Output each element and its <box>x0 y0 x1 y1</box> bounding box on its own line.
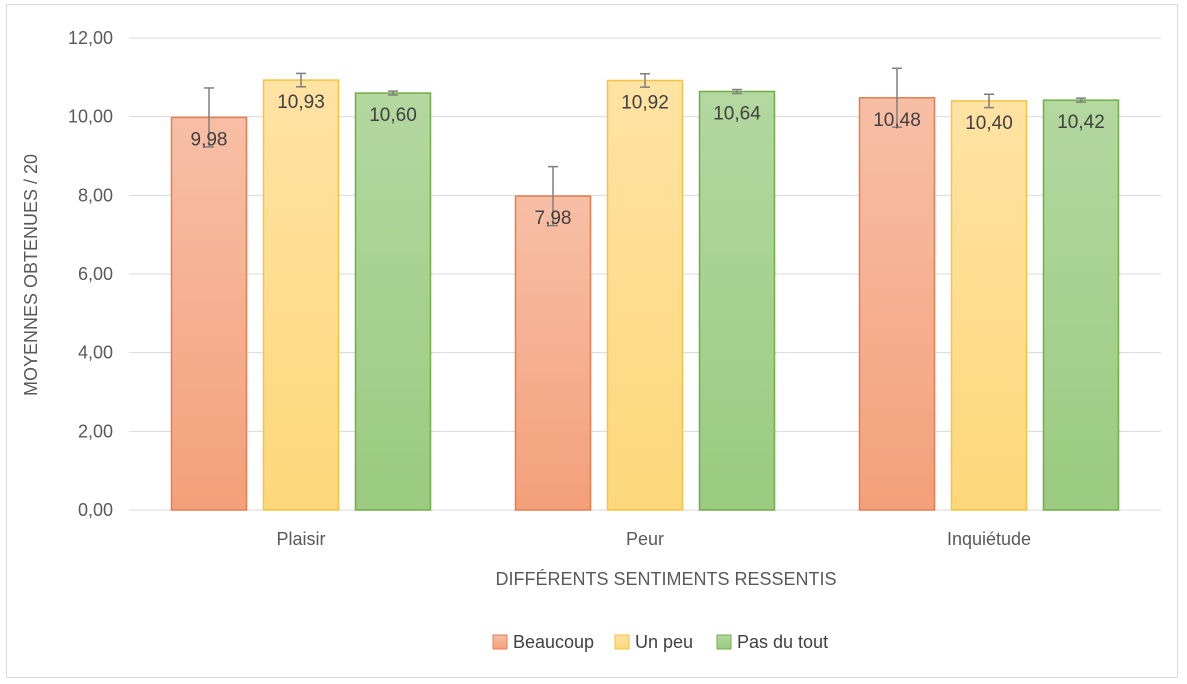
bar-un-peu-peur <box>606 79 684 511</box>
error-bar <box>296 72 306 88</box>
y-tick-label: 0,00 <box>78 500 113 520</box>
legend-item-un-peu: Un peu <box>614 632 693 652</box>
y-tick-label: 4,00 <box>78 343 113 363</box>
data-labels: 9,98 10,93 10,60 7,98 10,92 10,64 10,48 10,40 10… <box>191 92 1105 229</box>
error-bar <box>388 90 398 96</box>
legend-swatch <box>716 634 732 650</box>
error-bar <box>204 87 214 148</box>
legend-label: Beaucoup <box>513 632 594 652</box>
y-tick-label: 12,00 <box>68 28 113 48</box>
legend-label: Pas du tout <box>737 632 828 652</box>
y-tick-label: 6,00 <box>78 264 113 284</box>
bar-un-peu-inquiétude <box>950 100 1028 511</box>
category-label: Peur <box>626 529 664 549</box>
data-label: 9,98 <box>191 129 228 150</box>
bar-pas-du-tout-inquiétude <box>1042 99 1120 511</box>
error-bar <box>732 88 742 95</box>
bars <box>170 79 1120 511</box>
bar-beaucoup-plaisir <box>170 116 248 511</box>
data-label: 10,93 <box>277 92 325 113</box>
bar-pas-du-tout-plaisir <box>354 92 432 511</box>
legend-item-pas-du-tout: Pas du tout <box>716 632 828 652</box>
data-label: 10,48 <box>873 110 921 131</box>
error-bar <box>640 73 650 88</box>
error-bar <box>892 67 902 129</box>
y-axis-title: MOYENNES OBTENUES / 20 <box>21 154 41 396</box>
legend-item-beaucoup: Beaucoup <box>492 632 594 652</box>
error-bar <box>548 165 558 227</box>
x-axis-title: DIFFÉRENTS SENTIMENTS RESSENTIS <box>495 569 836 589</box>
y-tick-label: 2,00 <box>78 421 113 441</box>
data-label: 10,40 <box>965 113 1013 134</box>
error-bars <box>204 67 1086 227</box>
category-labels: Plaisir Peur Inquiétude <box>276 529 1031 549</box>
bar-beaucoup-peur <box>514 195 592 511</box>
category-label: Inquiétude <box>947 529 1031 549</box>
chart-frame: 0,00 2,00 4,00 6,00 8,00 10,00 12,00 9,98 10,93… <box>6 4 1178 678</box>
data-label: 10,92 <box>621 92 669 113</box>
data-label: 7,98 <box>535 208 572 229</box>
y-tick-labels: 0,00 2,00 4,00 6,00 8,00 10,00 12,00 <box>68 28 113 520</box>
bar-beaucoup-inquiétude <box>858 97 936 511</box>
legend-swatch <box>614 634 630 650</box>
legend-swatch <box>492 634 508 650</box>
error-bar <box>984 93 994 109</box>
legend: Beaucoup Un peu Pas du tout <box>492 632 828 652</box>
data-label: 10,60 <box>369 105 417 126</box>
bar-un-peu-plaisir <box>262 79 340 511</box>
error-bar <box>1076 97 1086 103</box>
y-tick-label: 8,00 <box>78 185 113 205</box>
bar-chart: 0,00 2,00 4,00 6,00 8,00 10,00 12,00 9,98 10,93… <box>21 28 1161 652</box>
legend-label: Un peu <box>635 632 693 652</box>
data-label: 10,64 <box>713 103 761 124</box>
data-label: 10,42 <box>1057 112 1105 133</box>
bar-pas-du-tout-peur <box>698 90 776 511</box>
y-tick-label: 10,00 <box>68 107 113 127</box>
category-label: Plaisir <box>276 529 325 549</box>
